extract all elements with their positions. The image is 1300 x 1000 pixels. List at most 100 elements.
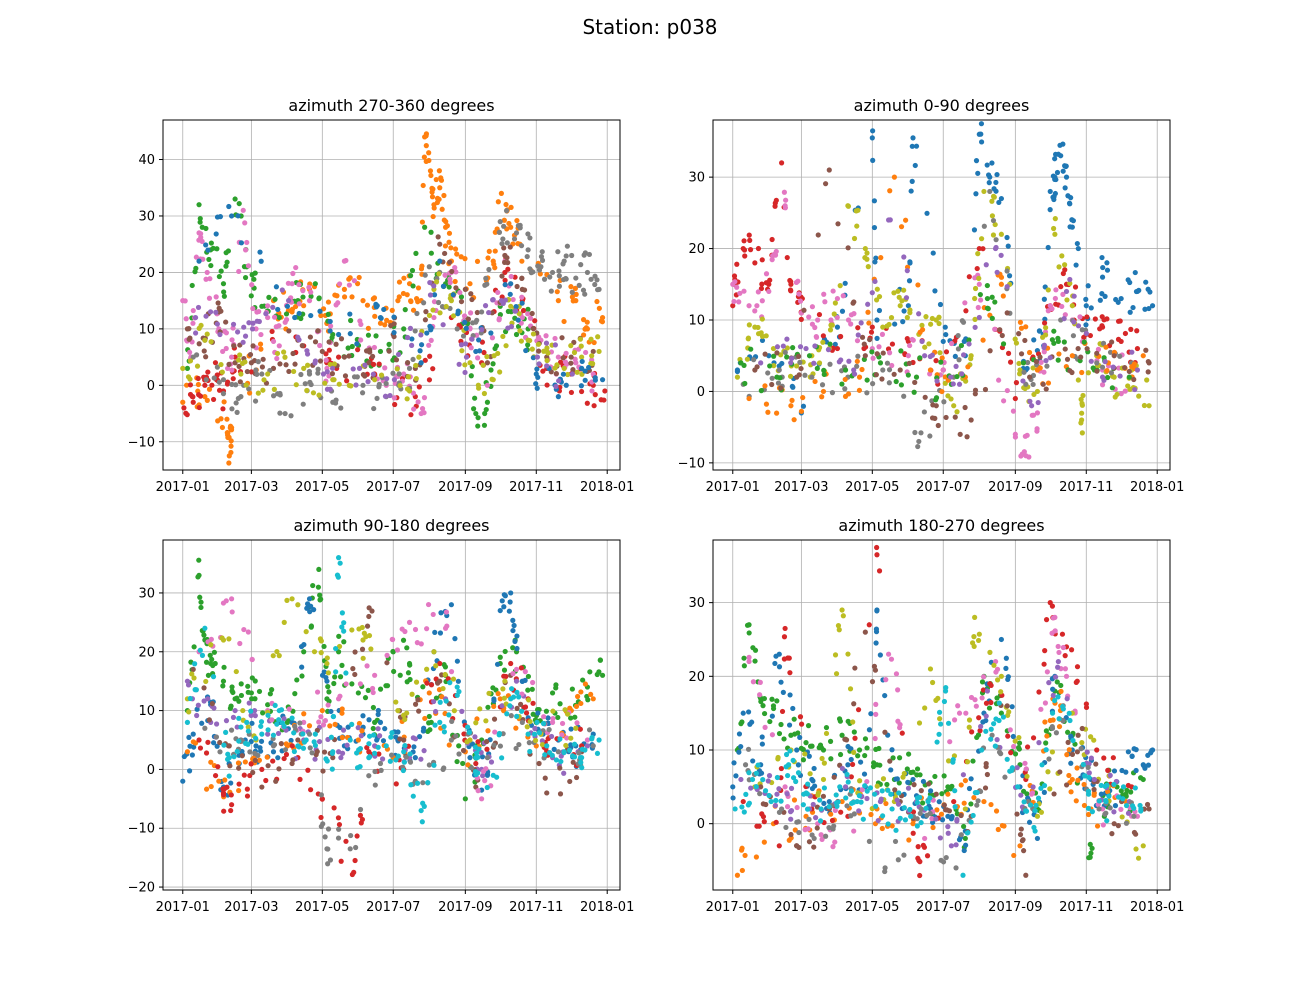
data-point — [568, 735, 574, 741]
data-point — [446, 742, 452, 748]
data-point — [867, 336, 873, 343]
data-point — [1109, 831, 1115, 837]
data-point — [1108, 370, 1115, 376]
data-point — [513, 666, 520, 673]
data-point — [240, 339, 246, 345]
data-point — [952, 414, 958, 420]
data-point — [415, 697, 421, 703]
data-point — [815, 317, 821, 323]
data-point — [916, 311, 922, 317]
data-point — [955, 703, 961, 709]
data-point — [998, 195, 1004, 202]
data-point — [846, 358, 852, 364]
data-point — [779, 708, 786, 715]
data-point — [190, 739, 196, 745]
data-point — [875, 817, 881, 824]
data-point — [534, 719, 540, 725]
data-point — [893, 378, 899, 385]
data-point — [519, 275, 525, 281]
data-point — [845, 245, 851, 251]
data-point — [1100, 822, 1106, 828]
data-point — [198, 234, 204, 240]
data-point — [589, 388, 595, 394]
data-point — [923, 314, 929, 320]
data-point — [425, 601, 432, 608]
data-point — [500, 731, 506, 737]
data-point — [492, 729, 498, 735]
data-point — [755, 762, 761, 768]
data-point — [750, 679, 757, 685]
data-point — [1071, 293, 1077, 299]
data-point — [495, 691, 501, 697]
data-point — [1063, 163, 1069, 169]
data-point — [256, 308, 262, 315]
data-point — [913, 374, 920, 380]
data-point — [238, 692, 245, 699]
data-point — [804, 806, 811, 812]
data-point — [966, 785, 973, 792]
data-point — [590, 743, 596, 749]
data-point — [957, 431, 963, 437]
data-point — [230, 714, 237, 720]
data-point — [898, 224, 905, 230]
data-point — [1118, 391, 1124, 397]
data-point — [1024, 365, 1030, 372]
x-tick-label: 2017-03 — [224, 480, 278, 495]
data-point — [916, 438, 922, 445]
data-point — [1104, 260, 1110, 266]
data-point — [206, 295, 213, 301]
data-point — [1085, 811, 1092, 818]
data-point — [407, 662, 413, 668]
data-point — [456, 361, 462, 367]
data-point — [734, 284, 740, 290]
data-point — [580, 677, 586, 683]
data-point — [425, 780, 431, 786]
data-point — [988, 736, 994, 742]
data-point — [783, 751, 790, 758]
data-point — [877, 652, 883, 658]
data-point — [874, 608, 880, 614]
data-point — [1091, 786, 1097, 793]
data-point — [909, 143, 915, 149]
data-point — [505, 266, 511, 272]
data-point — [1075, 323, 1082, 329]
data-point — [221, 289, 227, 295]
data-point — [568, 360, 574, 366]
data-point — [442, 250, 448, 257]
data-point — [866, 320, 872, 326]
data-point — [842, 736, 848, 742]
data-point — [826, 167, 832, 173]
data-point — [355, 347, 361, 353]
data-point — [536, 348, 542, 354]
data-point — [514, 689, 520, 695]
data-point — [959, 318, 965, 324]
data-point — [1041, 789, 1047, 795]
data-point — [1087, 841, 1093, 847]
data-point — [975, 250, 981, 257]
data-point — [864, 390, 870, 396]
data-point — [192, 269, 198, 275]
data-point — [203, 377, 209, 383]
data-point — [1049, 306, 1055, 312]
data-point — [339, 662, 345, 668]
data-point — [773, 197, 779, 203]
data-point — [346, 353, 352, 359]
data-point — [507, 244, 513, 250]
data-point — [786, 722, 793, 728]
data-point — [477, 706, 483, 712]
data-point — [545, 350, 551, 356]
data-point — [270, 338, 277, 344]
data-point — [1129, 349, 1135, 355]
data-point — [774, 774, 780, 781]
data-point — [739, 804, 745, 810]
data-point — [927, 795, 933, 801]
data-point — [1149, 303, 1156, 309]
data-point — [510, 694, 517, 700]
data-point — [772, 660, 778, 667]
data-point — [1022, 337, 1028, 344]
data-point — [832, 300, 838, 306]
data-point — [956, 837, 963, 843]
data-point — [529, 310, 535, 317]
data-point — [755, 324, 761, 331]
data-point — [344, 742, 350, 748]
